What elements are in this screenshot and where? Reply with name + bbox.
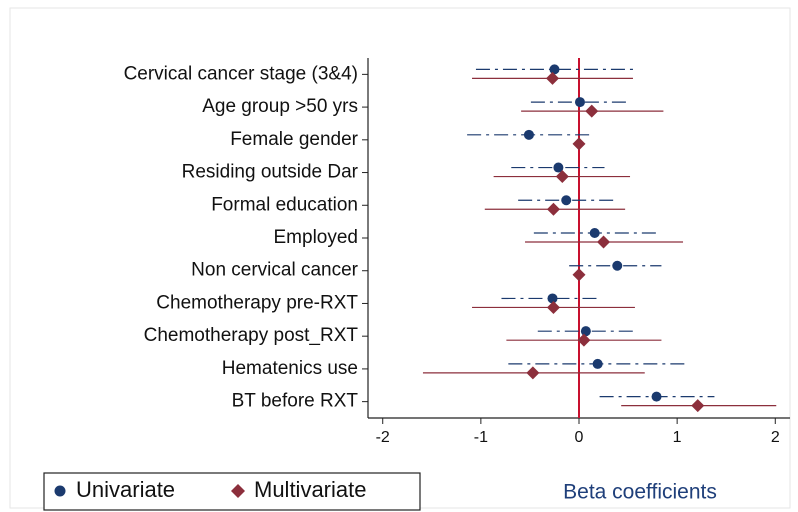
legend-box <box>43 472 421 511</box>
point <box>546 202 560 216</box>
y-tick-label: BT before RXT <box>232 391 359 412</box>
point <box>577 333 591 347</box>
point <box>546 300 560 314</box>
point <box>572 137 586 151</box>
point <box>691 399 705 413</box>
x-tick-label: 2 <box>771 429 780 446</box>
point <box>549 64 560 75</box>
legend-label: Univariate <box>76 477 175 502</box>
y-tick-label: Non cervical cancer <box>191 260 359 281</box>
point <box>597 235 611 249</box>
x-tick-label: -2 <box>376 429 390 446</box>
y-tick-label: Hematenics use <box>222 358 358 379</box>
x-tick-label: -1 <box>474 429 488 446</box>
legend-marker <box>231 484 245 498</box>
y-tick-label: Female gender <box>230 129 358 150</box>
point <box>523 129 534 140</box>
point <box>546 71 560 85</box>
point <box>526 366 540 380</box>
y-tick-label: Cervical cancer stage (3&4) <box>124 63 358 84</box>
point <box>547 293 558 304</box>
point <box>572 268 586 282</box>
legend-label: Multivariate <box>254 477 366 502</box>
x-tick-label: 1 <box>673 429 682 446</box>
y-tick-label: Employed <box>274 227 359 248</box>
point <box>561 195 572 206</box>
point <box>580 326 591 337</box>
y-tick-label: Chemotherapy post_RXT <box>144 325 359 346</box>
x-axis-label: Beta coefficients <box>563 481 717 504</box>
point <box>612 260 623 271</box>
point <box>555 170 569 184</box>
x-tick-label: 0 <box>575 429 584 446</box>
point <box>589 228 600 238</box>
point <box>574 97 585 108</box>
y-tick-label: Formal education <box>211 194 358 215</box>
y-tick-label: Residing outside Dar <box>182 162 359 183</box>
point <box>585 104 599 118</box>
y-tick-label: Chemotherapy pre-RXT <box>156 292 358 313</box>
point <box>592 358 603 369</box>
y-tick-label: Age group >50 yrs <box>202 96 358 117</box>
point <box>553 162 564 173</box>
legend-marker <box>54 485 66 497</box>
point <box>651 391 662 402</box>
